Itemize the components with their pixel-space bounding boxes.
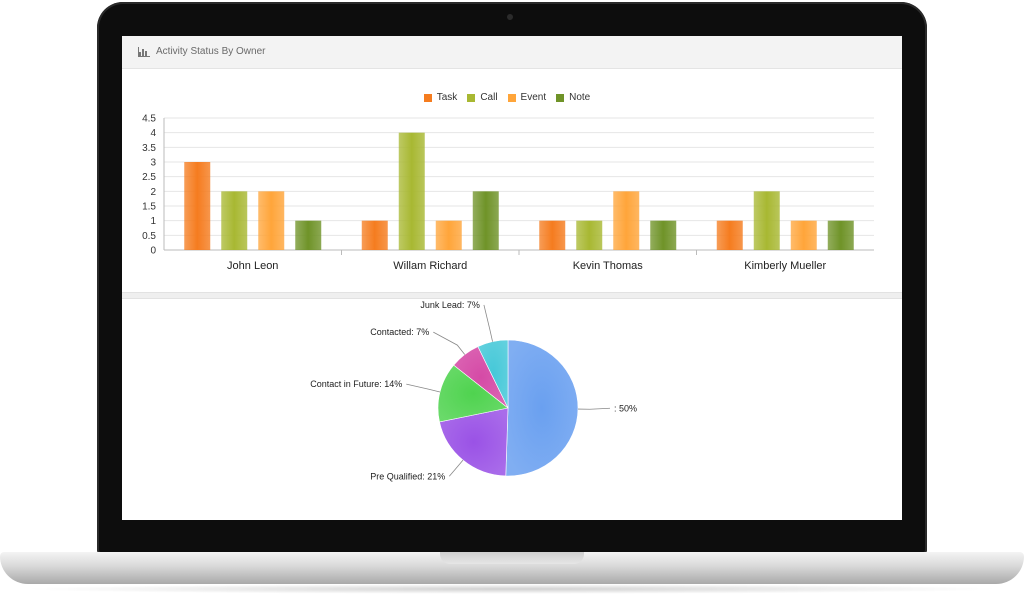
chart-divider <box>122 292 902 299</box>
bar-task[interactable] <box>716 220 743 250</box>
pie-slice[interactable] <box>437 364 509 423</box>
y-tick-label: 3.5 <box>142 143 156 154</box>
pie-leader-line <box>577 407 611 410</box>
bar-note[interactable] <box>295 220 322 250</box>
x-tick-label: Willam Richard <box>393 260 467 272</box>
y-tick-label: 0 <box>150 246 156 257</box>
y-tick-label: 1 <box>150 216 156 227</box>
bar-chart-icon <box>138 47 150 57</box>
y-tick-label: 0.5 <box>142 231 156 242</box>
pie-slice-label: Pre Qualified: 21% <box>370 471 445 481</box>
panel-title: Activity Status By Owner <box>156 46 266 57</box>
bar-event[interactable] <box>258 191 285 250</box>
legend-item-task[interactable]: Task <box>423 92 458 103</box>
bar-task[interactable] <box>184 162 211 250</box>
y-tick-label: 4.5 <box>142 114 156 125</box>
legend-label: Call <box>480 92 498 103</box>
legend-label: Event <box>520 92 547 103</box>
bar-call[interactable] <box>753 191 780 250</box>
legend-item-call[interactable]: Call <box>467 92 498 103</box>
bar-chart: 0 0.5 1 1.5 2 2.5 3 3.5 4 4.5 John Leon Willam Rich… <box>142 114 874 272</box>
panel-header: Activity Status By Owner <box>122 36 902 69</box>
x-tick-label: Kimberly Mueller <box>744 260 826 272</box>
camera-dot <box>507 14 513 20</box>
y-tick-label: 3 <box>150 158 156 169</box>
pie-leader-line <box>433 331 466 355</box>
x-tick-label: Kevin Thomas <box>573 260 644 272</box>
bar-call[interactable] <box>398 132 425 250</box>
pie-leader-line <box>448 459 464 477</box>
x-tick-label: John Leon <box>227 260 278 272</box>
bar-call[interactable] <box>576 220 603 250</box>
pie-leader-line <box>483 304 493 342</box>
pie-slice-label: Contact in Future: 14% <box>310 379 402 389</box>
bar-event[interactable] <box>435 220 462 250</box>
legend-label: Note <box>569 92 591 103</box>
legend-swatch <box>556 93 565 102</box>
legend-swatch <box>423 93 432 102</box>
chart-legend: Task Call Event Note <box>122 92 902 105</box>
bar-task[interactable] <box>539 220 566 250</box>
y-tick-label: 1.5 <box>142 202 156 213</box>
pie-slice-label: : 50% <box>614 403 637 413</box>
screen: Activity Status By Owner Task Call Event No… <box>122 36 902 520</box>
pie-slice-label: Contacted: 7% <box>370 327 429 337</box>
legend-item-event[interactable]: Event <box>507 92 547 103</box>
pie-leader-line <box>406 383 441 393</box>
y-tick-label: 4 <box>150 128 156 139</box>
laptop-base <box>0 552 1024 584</box>
bar-note[interactable] <box>472 191 499 250</box>
bar-note[interactable] <box>650 220 677 250</box>
pie-slice[interactable] <box>505 339 579 477</box>
base-notch <box>440 552 584 564</box>
base-shadow <box>20 584 1004 594</box>
y-tick-label: 2 <box>150 187 156 198</box>
y-tick-label: 2.5 <box>142 172 156 183</box>
legend-swatch <box>467 93 476 102</box>
bar-note[interactable] <box>827 220 854 250</box>
bar-event[interactable] <box>613 191 640 250</box>
legend-swatch <box>507 93 516 102</box>
legend-item-note[interactable]: Note <box>556 92 590 103</box>
legend-label: Task <box>436 92 458 103</box>
bar-task[interactable] <box>361 220 388 250</box>
pie-slice-label: Junk Lead: 7% <box>420 300 480 310</box>
bar-call[interactable] <box>221 191 248 250</box>
bar-event[interactable] <box>790 220 817 250</box>
pie-slice[interactable] <box>477 339 509 409</box>
pie-chart: : 50% Pre Qualified: 21% Contact in Future… <box>310 300 637 481</box>
